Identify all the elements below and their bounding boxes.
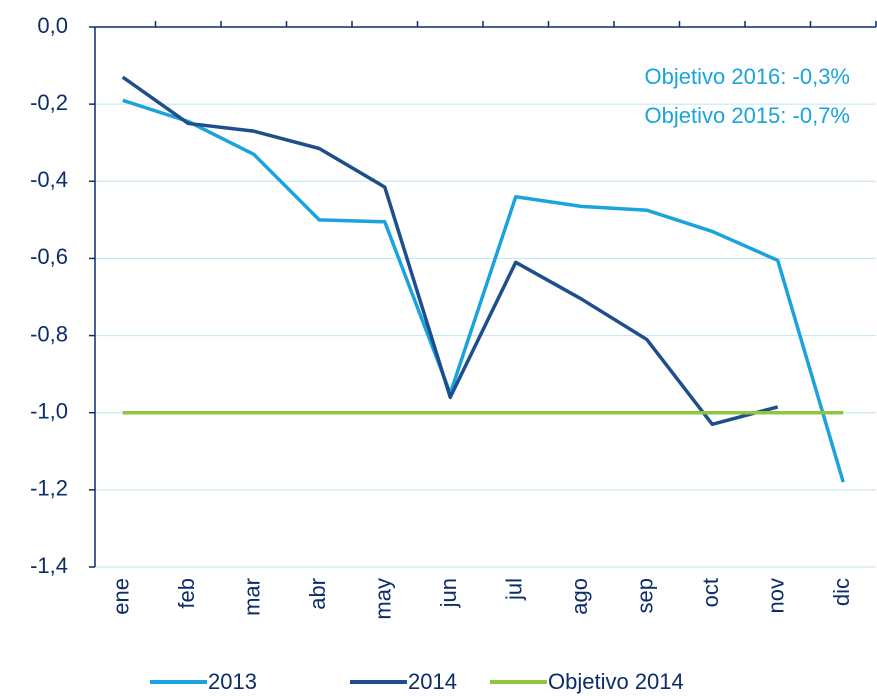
x-tick-label: dic — [829, 578, 854, 606]
x-tick-label: nov — [764, 578, 789, 613]
series-line — [122, 98, 845, 483]
x-tick-label: jul — [502, 578, 527, 601]
series-line — [121, 75, 779, 427]
x-tick-label: feb — [174, 578, 199, 609]
y-tick-label: -0,4 — [30, 167, 68, 192]
y-tick-label: -1,4 — [30, 553, 68, 578]
y-tick-label: 0,0 — [37, 13, 68, 38]
y-tick-label: -0,8 — [30, 321, 68, 346]
y-tick-label: -1,2 — [30, 476, 68, 501]
x-tick-label: ene — [109, 578, 134, 615]
x-tick-label: jun — [436, 578, 461, 608]
annotation: Objetivo 2015: -0,7% — [645, 103, 850, 128]
legend-label: 2013 — [208, 669, 257, 694]
x-tick-label: oct — [698, 578, 723, 607]
annotation: Objetivo 2016: -0,3% — [645, 64, 850, 89]
y-tick-label: -1,0 — [30, 399, 68, 424]
x-tick-label: abr — [305, 578, 330, 610]
legend-label: Objetivo 2014 — [548, 669, 684, 694]
legend-label: 2014 — [408, 669, 457, 694]
x-tick-label: sep — [633, 578, 658, 613]
x-tick-label: mar — [240, 578, 265, 616]
x-tick-label: may — [371, 578, 396, 620]
y-tick-label: -0,6 — [30, 244, 68, 269]
y-tick-label: -0,2 — [30, 90, 68, 115]
x-tick-label: ago — [567, 578, 592, 615]
